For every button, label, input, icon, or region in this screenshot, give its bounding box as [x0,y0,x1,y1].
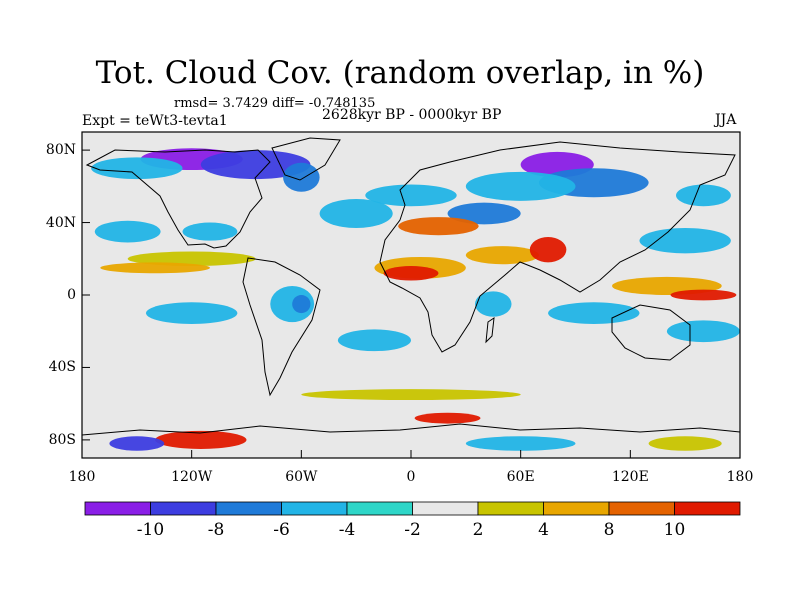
lat-tick-label: 40N [45,214,76,231]
contour-region-7 [365,184,457,207]
contour-region-2 [283,162,320,192]
contour-region-12 [639,227,731,254]
contour-region-19 [465,246,539,265]
colorbar-label: 2 [472,520,484,540]
coastline-australia [611,304,691,361]
lon-tick-label: 60E [506,469,535,485]
coastline-greenland [271,137,341,181]
coastline-madagascar [485,316,495,344]
colorbar-label: 10 [663,520,686,540]
contour-region-31 [414,412,481,424]
experiment-label: Expt = teWt3-tevta1 [82,113,228,129]
coastline-north-america [85,149,271,249]
lon-tick-label: 180 [68,469,96,485]
lon-tick-label: 120W [171,469,213,485]
contour-region-32 [155,430,247,449]
lon-tick-label: 0 [406,469,416,485]
contour-fill-layer [91,148,740,451]
contour-region-18 [383,266,439,281]
map-title: Tot. Cloud Cov. (random overlap, in %) [95,55,705,91]
contour-region-28 [145,302,238,324]
contour-region-14 [127,251,256,267]
lat-tick-label: 0 [67,287,76,303]
colorbar-label: 4 [538,520,549,540]
contour-region-29 [337,329,412,352]
contour-region-11 [182,222,238,241]
contour-region-10 [94,220,161,243]
contour-region-22 [670,289,737,301]
contour-region-15 [100,262,210,274]
stats-label: rmsd= 3.7429 diff= -0.748135 [174,96,376,111]
colorbar-swatch [477,501,544,516]
contour-region-30 [301,389,521,401]
contour-region-16 [398,217,479,236]
contour-region-20 [529,237,567,263]
coastline-layer [82,137,740,436]
contour-region-24 [292,295,311,314]
coastline-south-america [242,257,321,397]
contour-region-33 [109,436,165,451]
contour-region-35 [648,436,722,451]
period-label: 2628kyr BP - 0000kyr BP [322,107,502,123]
coastline-antarctica [82,423,740,436]
contour-region-27 [666,320,740,343]
colorbar-swatch [215,501,282,516]
contour-region-26 [548,302,640,324]
contour-region-34 [465,436,576,451]
colorbar-label: -6 [273,520,290,540]
coastline-eurasia-africa [379,141,736,353]
contour-region-8 [447,202,521,225]
contour-region-6 [465,171,576,201]
lon-tick-label: 180 [726,469,754,485]
contour-region-9 [319,199,393,228]
colorbar-swatch [412,501,479,516]
colorbar-label: -10 [136,520,165,540]
lat-tick-label: 80S [48,431,76,448]
lon-tick-label: 120E [611,469,649,485]
lon-tick-label: 60W [285,469,318,485]
colorbar-swatch [150,501,217,516]
colorbar-label: -8 [207,520,225,540]
colorbar-label: -4 [338,520,356,540]
lat-tick-label: 40S [48,359,76,376]
colorbar-swatch [281,501,348,516]
colorbar-label: 8 [603,520,615,540]
lat-tick-label: 80N [45,142,76,159]
contour-region-3 [91,157,183,180]
season-label: JJA [715,112,737,128]
contour-region-25 [474,291,512,317]
colorbar [84,501,741,516]
colorbar-swatch [84,501,151,516]
colorbar-swatch [608,501,675,516]
colorbar-swatch [346,501,413,516]
colorbar-swatch [674,501,741,516]
axis-ticks [81,149,741,458]
colorbar-label: -2 [404,520,421,540]
colorbar-swatch [543,501,610,516]
contour-region-13 [676,184,731,207]
